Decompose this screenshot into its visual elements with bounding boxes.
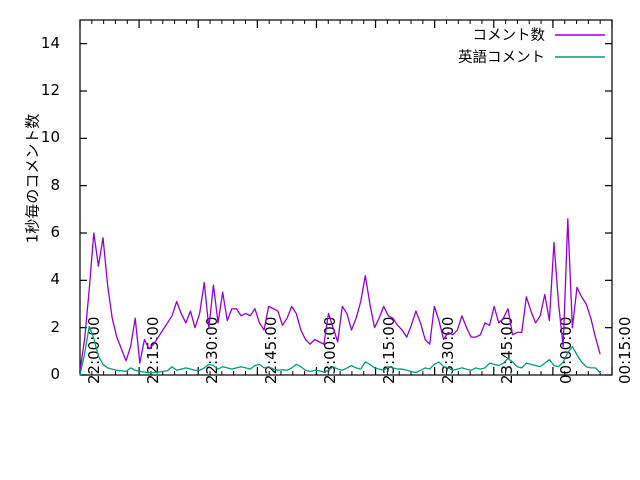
axis-frame xyxy=(79,19,613,376)
y-tick-label: 12 xyxy=(40,81,60,99)
legend-label: 英語コメント xyxy=(458,48,545,66)
y-tick-label: 2 xyxy=(50,318,60,336)
y-tick-label: 4 xyxy=(50,270,60,288)
y-tick-label: 8 xyxy=(50,176,60,194)
y-tick-label: 10 xyxy=(40,128,60,146)
legend-label: コメント数 xyxy=(473,27,546,44)
plot-border xyxy=(79,19,613,376)
series-line-english xyxy=(79,325,601,376)
y-tick-label: 0 xyxy=(50,365,60,383)
y-tick-label: 14 xyxy=(40,34,60,52)
series-layer xyxy=(79,218,601,376)
series-line-comments xyxy=(79,218,601,371)
y-tick-label: 6 xyxy=(50,223,60,241)
